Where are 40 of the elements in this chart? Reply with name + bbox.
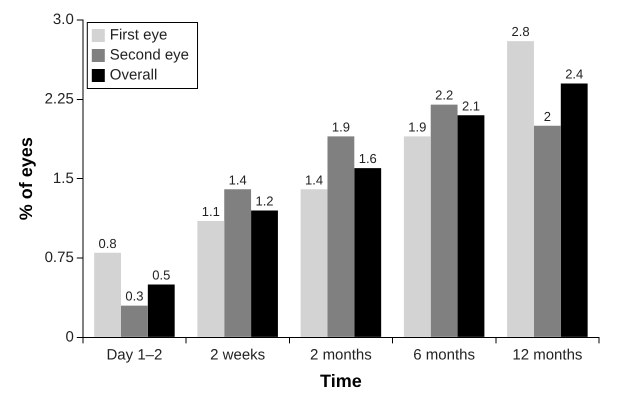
y-tick-label: 0 bbox=[65, 328, 74, 346]
y-tick-label: 1.5 bbox=[52, 170, 74, 187]
bar bbox=[300, 189, 328, 337]
bar bbox=[94, 252, 121, 337]
data-label: 1.9 bbox=[332, 119, 350, 134]
x-tick-label: 2 months bbox=[310, 346, 372, 364]
bar bbox=[534, 126, 561, 337]
bar bbox=[224, 189, 252, 337]
data-label: 2.8 bbox=[512, 24, 530, 40]
y-tick-label: 2.25 bbox=[44, 90, 74, 108]
data-label: 1.4 bbox=[228, 172, 247, 188]
bar bbox=[507, 41, 534, 337]
x-tick-label: 6 months bbox=[413, 346, 475, 364]
x-tick-label: Day 1–2 bbox=[106, 346, 162, 364]
data-label: 2.1 bbox=[462, 98, 480, 114]
data-label: 1.6 bbox=[358, 151, 377, 166]
legend-label: Second eye bbox=[110, 46, 190, 64]
data-label: 1.1 bbox=[202, 204, 220, 220]
bar bbox=[197, 221, 224, 337]
data-label: 2 bbox=[544, 108, 551, 124]
y-tick-label: 0.75 bbox=[44, 249, 74, 266]
y-axis-title: % of eyes bbox=[16, 137, 36, 220]
data-label: 1.4 bbox=[305, 172, 324, 188]
data-label: 1.9 bbox=[408, 119, 426, 134]
y-tick-label: 3.0 bbox=[52, 11, 74, 28]
legend-label: Overall bbox=[110, 66, 158, 84]
x-axis-title: Time bbox=[320, 371, 362, 392]
data-label: 1.2 bbox=[255, 194, 274, 209]
x-tick-label: 12 months bbox=[512, 346, 582, 364]
bar bbox=[120, 306, 148, 337]
data-label: 0.5 bbox=[152, 268, 170, 283]
data-label: 2.2 bbox=[435, 88, 454, 103]
legend-label: First eye bbox=[110, 26, 168, 44]
data-label: 2.4 bbox=[565, 66, 584, 82]
x-tick-label: 2 weeks bbox=[210, 346, 266, 364]
bar bbox=[327, 136, 354, 337]
bar bbox=[430, 104, 458, 337]
data-label: 0.3 bbox=[125, 288, 144, 304]
bar bbox=[404, 136, 431, 337]
data-label: 0.8 bbox=[98, 236, 117, 251]
